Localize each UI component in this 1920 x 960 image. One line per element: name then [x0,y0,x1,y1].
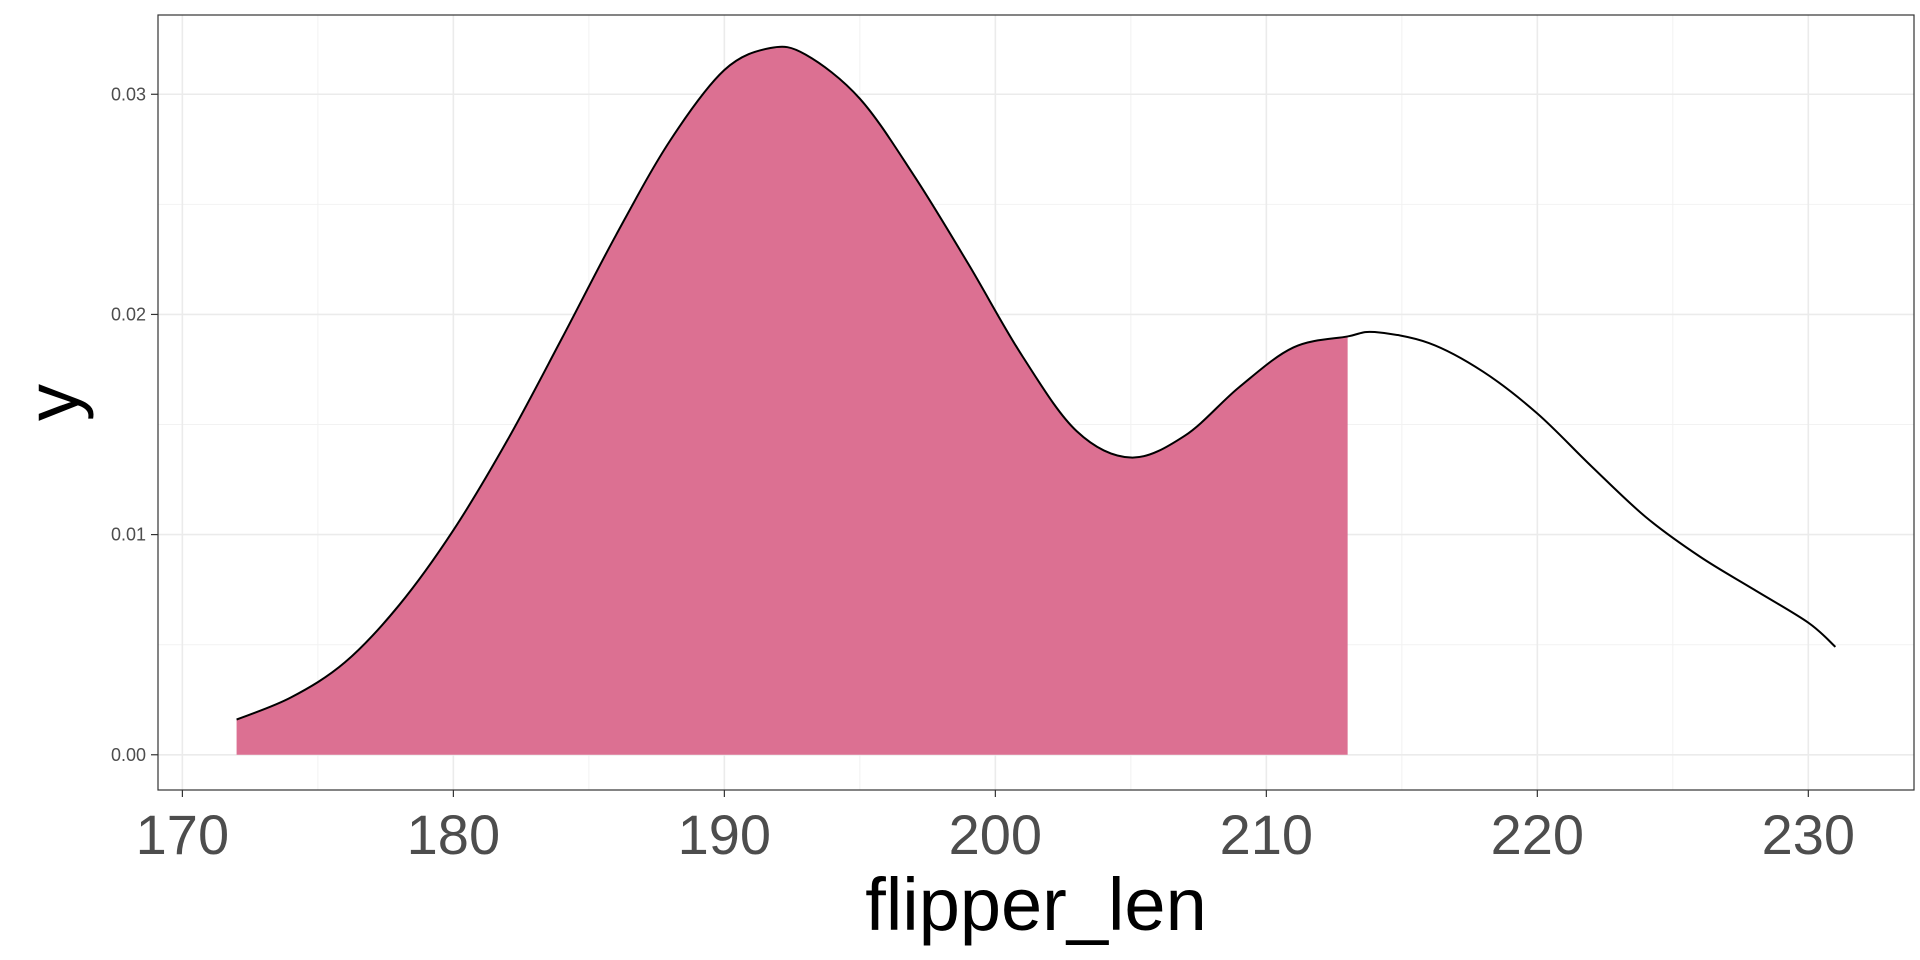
x-tick-label: 180 [407,803,500,866]
y-tick-label: 0.00 [111,745,146,765]
x-axis: 170 180 190 200 210 220 230 [136,790,1855,866]
x-tick-label: 230 [1762,803,1855,866]
y-tick-label: 0.03 [111,84,146,104]
y-tick-label: 0.01 [111,525,146,545]
x-tick-label: 200 [949,803,1042,866]
density-marks [236,45,1837,755]
density-shaded-area [236,46,1348,755]
x-tick-label: 220 [1491,803,1584,866]
y-axis: 0.00 0.01 0.02 0.03 [111,84,158,765]
x-tick-label: 170 [136,803,229,866]
y-tick-label: 0.02 [111,304,146,324]
panel-border [157,14,1915,791]
x-axis-title: flipper_len [865,863,1206,946]
density-line [236,45,1837,721]
x-tick-label: 210 [1220,803,1313,866]
y-axis-title: y [11,384,94,421]
x-tick-label: 190 [678,803,771,866]
